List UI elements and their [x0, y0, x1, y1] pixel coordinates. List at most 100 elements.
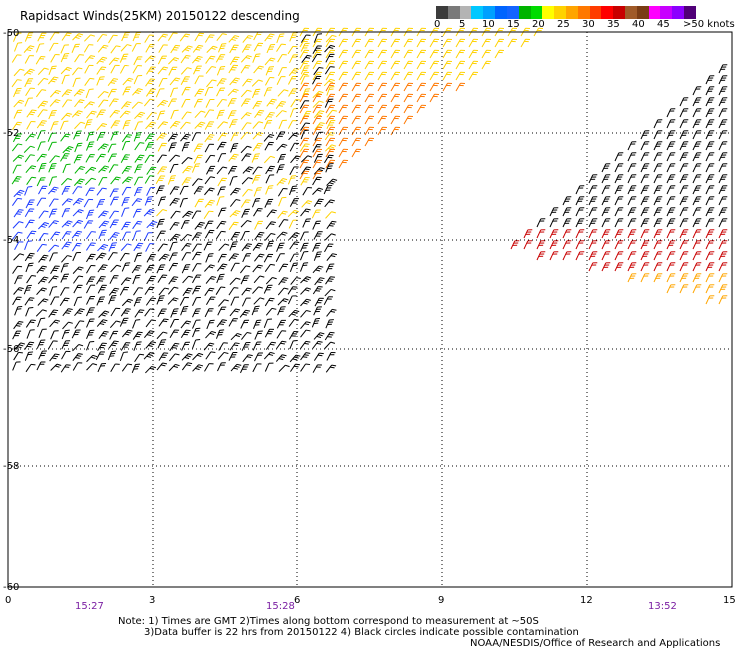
wind-barb [588, 185, 598, 195]
wind-barb [217, 177, 227, 187]
wind-barb [132, 230, 141, 240]
wind-barb [277, 89, 289, 97]
wind-barb [25, 165, 37, 174]
wind-barb [301, 88, 311, 98]
wind-barb [146, 66, 156, 75]
wind-barb [26, 230, 37, 239]
wind-barb [13, 189, 25, 198]
wind-barb [653, 130, 663, 140]
wind-barb [61, 32, 72, 41]
wind-barb [692, 97, 702, 107]
wind-barb [264, 198, 274, 208]
wind-barb [403, 115, 413, 125]
colorbar-swatch [530, 6, 543, 19]
wind-barb [562, 218, 572, 228]
wind-barb [653, 119, 663, 129]
wind-barb [241, 243, 252, 252]
wind-barb [37, 32, 47, 42]
wind-barb [228, 35, 240, 43]
wind-barb [507, 38, 517, 48]
wind-barb [312, 144, 322, 153]
wind-barb [640, 273, 650, 283]
wind-barb [156, 264, 166, 274]
wind-barb [170, 308, 179, 318]
wind-barb [73, 284, 83, 294]
wind-barb [523, 229, 533, 239]
wind-barb [666, 240, 676, 250]
wind-barb [240, 145, 252, 154]
wind-barb [312, 75, 322, 85]
wind-barb [312, 115, 322, 125]
wind-barb [192, 364, 204, 372]
wind-barb [168, 262, 178, 272]
wind-barb [38, 350, 47, 360]
wind-barb [640, 185, 650, 195]
wind-barb [37, 317, 46, 328]
colorbar-label: >50 knots [683, 19, 735, 30]
wind-barb [242, 78, 253, 87]
wind-barb [692, 130, 702, 140]
note-line-2: 3)Data buffer is 22 hrs from 20150122 4)… [144, 627, 579, 638]
wind-barb [157, 33, 168, 42]
wind-barb [666, 130, 676, 140]
wind-barb [312, 71, 322, 81]
wind-barb [653, 262, 663, 272]
wind-barb [252, 264, 263, 273]
wind-barb [277, 298, 289, 306]
wind-barb [86, 265, 96, 274]
wind-barb [50, 121, 59, 131]
wind-barb [38, 162, 47, 173]
wind-barb [277, 306, 286, 316]
wind-barb [35, 309, 47, 317]
wind-barb [26, 275, 37, 284]
wind-barb [121, 207, 130, 217]
wind-barb [181, 243, 192, 251]
wind-barb [627, 273, 637, 283]
wind-barb [229, 342, 240, 351]
wind-barb [158, 287, 170, 296]
wind-barb [156, 295, 165, 305]
wind-barb [84, 119, 93, 129]
wind-barb [276, 242, 285, 252]
wind-barb [299, 159, 309, 169]
wind-barb [276, 330, 287, 339]
wind-barb [132, 208, 142, 218]
wind-barb [679, 251, 689, 261]
wind-barb [653, 174, 663, 184]
wind-barb [24, 252, 35, 262]
wind-barb [194, 121, 206, 129]
wind-barb [390, 82, 400, 92]
wind-barb [23, 68, 35, 76]
wind-barb [351, 115, 361, 125]
wind-barb [549, 229, 559, 239]
wind-barb [300, 129, 309, 140]
wind-barb [299, 170, 309, 180]
wind-barb [61, 208, 71, 218]
wind-barb [156, 154, 167, 163]
wind-barb [182, 165, 193, 174]
wind-barb [324, 288, 336, 297]
wind-barb [206, 79, 217, 88]
wind-barb [278, 364, 290, 373]
wind-barb [288, 54, 298, 64]
wind-barb [181, 177, 192, 186]
wind-barb [588, 196, 598, 206]
wind-barb [278, 219, 289, 228]
wind-barb [131, 43, 141, 52]
wind-barb [324, 331, 335, 341]
wind-barb [287, 75, 297, 85]
wind-barb [110, 131, 119, 141]
wind-barb [47, 186, 59, 195]
wind-barb [96, 187, 107, 196]
lat-label: -58 [3, 461, 19, 472]
wind-barb [145, 365, 157, 374]
wind-barb [692, 273, 702, 283]
wind-barb [143, 98, 155, 107]
colorbar-label: 25 [557, 19, 570, 30]
wind-barb [640, 130, 650, 140]
wind-barb [705, 141, 715, 151]
wind-barb [167, 286, 179, 295]
wind-barb [48, 109, 57, 120]
wind-barb [168, 363, 180, 372]
wind-barb [312, 176, 322, 186]
